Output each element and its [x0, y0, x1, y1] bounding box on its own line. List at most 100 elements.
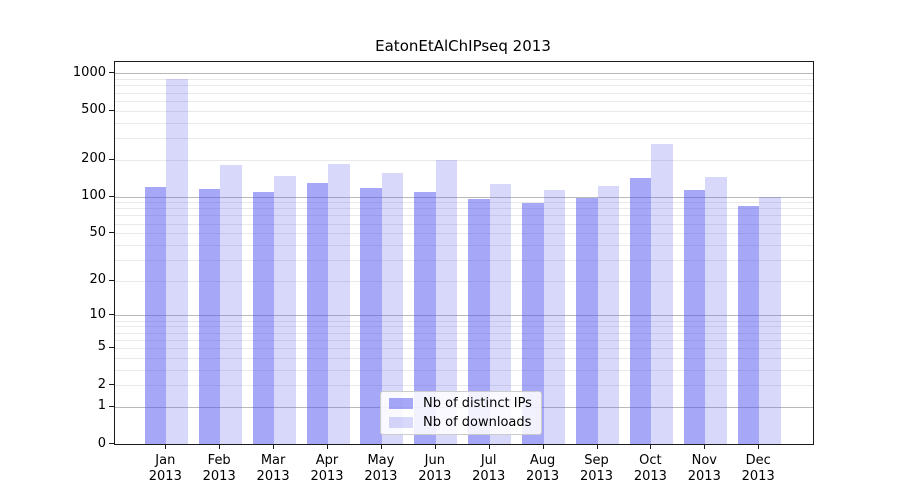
bar-mar-distinct-ips [252, 191, 275, 444]
gridline-y-2 [115, 385, 813, 387]
bar-jun-distinct-ips [414, 192, 436, 444]
x-tick-mark-apr [327, 444, 328, 449]
x-tick-label-feb: Feb 2013 [202, 453, 236, 484]
gridline-y-70 [115, 215, 813, 217]
x-tick-label-sep: Sep 2013 [579, 453, 614, 484]
bar-may-downloads [381, 172, 404, 444]
bar-aug-downloads [543, 190, 566, 444]
plot-area: Nb of distinct IPs Nb of downloads [114, 61, 814, 445]
bar-jul-distinct-ips [468, 199, 490, 444]
x-tick-label-aug: Aug 2013 [526, 453, 560, 484]
x-tick-label-may: May 2013 [364, 453, 398, 484]
gridline-y-700 [115, 92, 813, 94]
gridline-y-6 [115, 339, 813, 341]
y-tick-label-1000: 1000 [72, 64, 106, 80]
bar-aug-distinct-ips [522, 203, 544, 444]
bar-may-distinct-ips [360, 187, 382, 444]
gridline-y-90 [115, 202, 813, 204]
gridline-y-4 [115, 357, 813, 359]
x-tick-mark-may [380, 444, 382, 449]
gridline-y-3 [115, 369, 813, 371]
bar-apr-downloads [328, 163, 350, 444]
y-tick-mark-20 [109, 279, 114, 281]
bar-dec-distinct-ips [737, 205, 760, 444]
bar-dec-downloads [759, 197, 781, 444]
x-tick-label-jul: Jul 2013 [472, 453, 506, 484]
x-tick-mark-aug [542, 444, 544, 449]
gridline-y-300 [115, 137, 813, 139]
bar-apr-distinct-ips [306, 182, 328, 444]
x-tick-mark-jan [165, 444, 167, 449]
legend: Nb of distinct IPs Nb of downloads [380, 391, 542, 435]
y-tick-mark-5 [109, 346, 114, 348]
x-tick-label-nov: Nov 2013 [687, 453, 721, 484]
y-tick-mark-200 [109, 158, 114, 160]
y-tick-label-50: 50 [89, 224, 106, 240]
x-tick-label-oct: Oct 2013 [633, 453, 667, 484]
y-tick-label-0: 0 [97, 435, 106, 451]
gridline-y-7 [115, 332, 813, 334]
x-tick-label-apr: Apr 2013 [310, 453, 344, 484]
gridline-y-8 [115, 326, 813, 328]
x-tick-mark-jul [488, 444, 490, 449]
y-tick-mark-0 [109, 443, 114, 444]
gridline-y-500 [115, 110, 813, 112]
y-tick-mark-2 [109, 384, 114, 386]
bar-jan-distinct-ips [144, 187, 167, 444]
x-tick-mark-oct [650, 444, 652, 449]
y-tick-mark-1 [109, 405, 114, 407]
bar-oct-distinct-ips [629, 177, 652, 444]
gridline-y-5 [115, 347, 813, 349]
x-tick-mark-feb [219, 444, 221, 449]
x-tick-mark-sep [596, 444, 598, 449]
x-tick-mark-nov [704, 444, 706, 449]
bar-sep-downloads [597, 185, 619, 444]
x-tick-label-dec: Dec 2013 [741, 453, 775, 484]
gridline-y-50 [115, 233, 813, 235]
chart-title: EatonEtAlChIPseq 2013 [375, 37, 551, 55]
gridline-y-30 [115, 259, 813, 261]
y-tick-label-5: 5 [97, 339, 106, 355]
y-tick-mark-10 [109, 314, 114, 316]
y-tick-label-10: 10 [89, 306, 106, 322]
y-tick-mark-500 [109, 109, 114, 111]
bar-mar-downloads [274, 176, 296, 444]
gridline-y-200 [115, 159, 813, 161]
x-tick-mark-mar [273, 444, 275, 449]
gridline-y-400 [115, 122, 813, 124]
gridline-y-100 [115, 196, 813, 198]
gridline-y-20 [115, 280, 813, 282]
y-tick-label-500: 500 [81, 102, 106, 118]
y-tick-label-2: 2 [97, 376, 106, 392]
y-tick-label-200: 200 [81, 151, 106, 167]
y-tick-label-1: 1 [97, 398, 106, 414]
legend-swatch-distinct-ips [389, 398, 413, 409]
gridline-y-800 [115, 85, 813, 87]
x-tick-label-mar: Mar 2013 [256, 453, 290, 484]
legend-label-distinct-ips: Nb of distinct IPs [423, 396, 532, 411]
gridline-y-60 [115, 223, 813, 225]
legend-item-distinct-ips: Nb of distinct IPs [389, 396, 533, 411]
bar-feb-downloads [220, 164, 242, 444]
y-tick-mark-50 [109, 232, 114, 234]
bar-nov-distinct-ips [683, 190, 706, 444]
gridline-y-1000 [115, 73, 813, 75]
bar-jan-downloads [166, 78, 188, 444]
legend-item-downloads: Nb of downloads [389, 415, 533, 430]
gridline-y-900 [115, 79, 813, 81]
x-tick-mark-dec [758, 444, 760, 449]
legend-label-downloads: Nb of downloads [423, 415, 532, 430]
bar-jul-downloads [489, 183, 512, 444]
x-tick-mark-jun [434, 444, 436, 449]
gridline-y-600 [115, 100, 813, 102]
bar-jun-downloads [435, 159, 458, 444]
gridline-y-40 [115, 244, 813, 246]
bar-sep-distinct-ips [576, 198, 598, 444]
y-tick-label-100: 100 [81, 188, 106, 203]
x-tick-label-jan: Jan 2013 [148, 453, 182, 484]
gridline-y-80 [115, 208, 813, 210]
y-tick-mark-1000 [109, 72, 114, 74]
y-tick-label-20: 20 [89, 272, 106, 288]
x-tick-label-jun: Jun 2013 [418, 453, 452, 484]
